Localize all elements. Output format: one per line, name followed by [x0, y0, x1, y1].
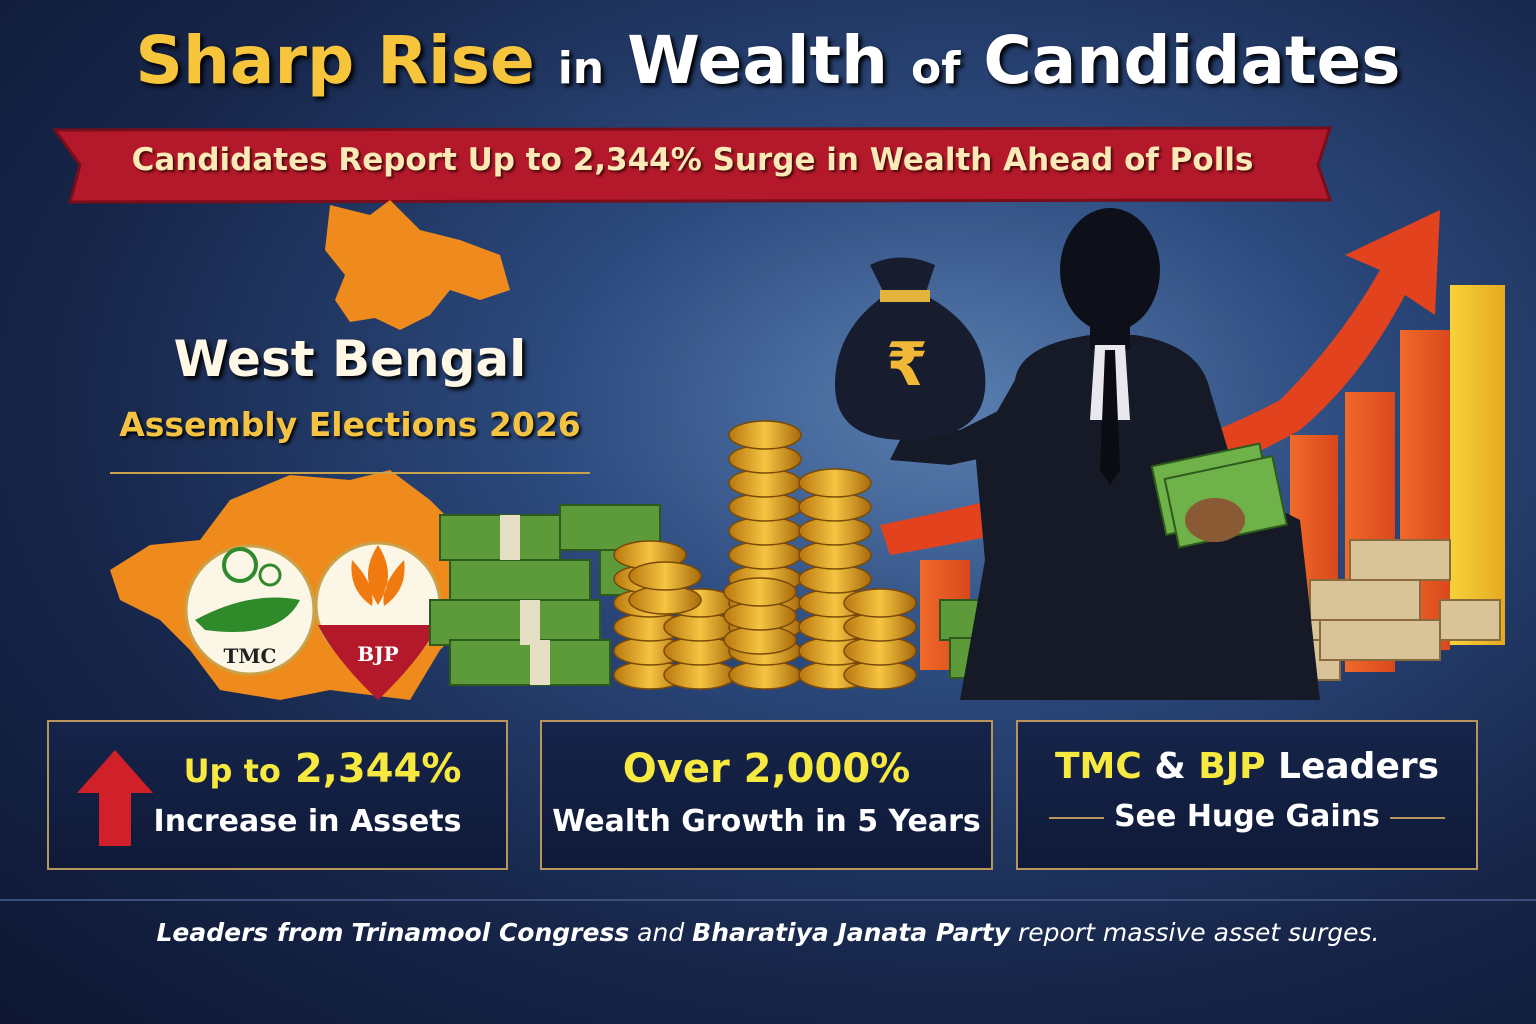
text: Wealth: [627, 22, 889, 99]
stat-card: TMC & BJP Leaders See Huge Gains: [1016, 720, 1478, 870]
title: Sharp Rise in Wealth of Candidates: [0, 22, 1536, 99]
coin: [843, 588, 917, 618]
party-label: TMC: [223, 644, 277, 668]
text: 2,000%: [743, 746, 911, 792]
footer: Leaders from Trinamool Congress and Bhar…: [0, 918, 1536, 947]
text: Candidates: [983, 22, 1401, 99]
coin: [728, 420, 802, 450]
text: BJP: [1198, 746, 1266, 787]
text: Sharp Rise: [135, 22, 535, 99]
text: See Huge Gains: [1114, 799, 1380, 834]
coin: [723, 577, 797, 607]
text: 2,344%: [294, 746, 462, 792]
coin: [798, 468, 872, 498]
election-name: Assembly Elections 2026: [119, 405, 581, 444]
text: in: [557, 43, 605, 94]
stat-card: Over 2,000% Wealth Growth in 5 Years: [540, 720, 993, 870]
party-label: BJP: [357, 642, 399, 666]
text: of: [911, 43, 961, 94]
subtitle: Candidates Report Up to 2,344% Surge in …: [131, 142, 1254, 178]
text: TMC: [1054, 746, 1142, 787]
coin: [628, 561, 702, 591]
up-arrow: [77, 750, 153, 846]
text: Trinamool Congress: [351, 918, 630, 947]
text: and: [637, 918, 685, 947]
text: Increase in Assets: [153, 804, 462, 839]
rupee-symbol: ₹: [886, 330, 928, 400]
text: Wealth Growth in 5 Years: [552, 804, 981, 839]
text: report massive asset surges.: [1017, 918, 1380, 947]
text: Leaders: [1278, 746, 1440, 787]
stat-card: Up to 2,344% Increase in Assets: [47, 720, 508, 870]
region-name: West Bengal: [173, 330, 527, 388]
text: &: [1154, 746, 1186, 787]
text: Up to: [183, 752, 281, 790]
text: Bharatiya Janata Party: [692, 918, 1011, 947]
text: Over: [622, 746, 730, 792]
text: Leaders from: [156, 918, 344, 947]
